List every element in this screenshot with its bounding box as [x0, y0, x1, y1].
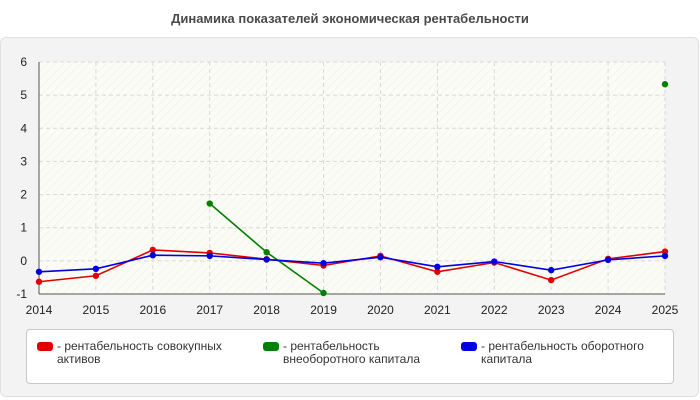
- chart-title: Динамика показателей экономическая рента…: [171, 11, 529, 26]
- legend-label-line2: активов: [57, 352, 101, 366]
- y-tick-label: 3: [20, 154, 27, 168]
- x-tick-label: 2023: [538, 303, 565, 317]
- x-tick-label: 2015: [83, 303, 110, 317]
- legend-swatch-green: [263, 342, 279, 351]
- legend-swatch-red: [37, 342, 53, 351]
- x-tick-label: 2021: [424, 303, 451, 317]
- y-tick-label: 1: [20, 221, 27, 235]
- data-point-series-2: [661, 81, 669, 88]
- legend-label-line1: - рентабельность совокупных: [57, 339, 222, 353]
- legend-item-total-assets: - рентабельность совокупных активов: [37, 340, 242, 366]
- x-tick-label: 2014: [26, 303, 53, 317]
- data-point-series-3: [320, 259, 327, 267]
- y-tick-label: 4: [20, 121, 27, 135]
- data-point-series-1: [434, 268, 441, 275]
- x-tick-label: 2022: [481, 303, 508, 317]
- data-point-series-3: [604, 256, 612, 264]
- x-tick-label: 2017: [196, 303, 223, 317]
- data-point-series-3: [434, 263, 441, 271]
- series-line-3: [38, 254, 666, 273]
- legend-label-line1: - рентабельность оборотного: [481, 339, 644, 353]
- y-tick-label: 2: [20, 188, 27, 202]
- y-tick-label: -1: [16, 287, 27, 301]
- x-tick-label: 2025: [652, 303, 679, 317]
- data-point-series-1: [35, 278, 43, 285]
- data-point-series-1: [547, 276, 555, 284]
- y-tick-label: 5: [20, 88, 27, 102]
- legend-label-line1: - рентабельность: [283, 339, 380, 353]
- data-point-series-3: [149, 252, 157, 259]
- data-point-series-3: [547, 266, 555, 274]
- data-point-series-2: [263, 249, 270, 256]
- plot-area: [39, 62, 665, 294]
- x-tick-label: 2018: [253, 303, 280, 317]
- data-point-series-2: [320, 289, 327, 297]
- legend-label-line2: капитала: [481, 352, 533, 366]
- x-tick-label: 2020: [367, 303, 394, 317]
- data-point-series-3: [35, 268, 43, 275]
- y-tick-label: 6: [20, 55, 27, 69]
- x-tick-label: 2016: [139, 303, 166, 317]
- legend-swatch-blue: [461, 342, 477, 351]
- legend-label-line2: внеоборотного капитала: [283, 352, 420, 366]
- data-point-series-3: [661, 252, 669, 260]
- data-point-series-1: [149, 246, 157, 254]
- data-point-series-2: [206, 200, 213, 207]
- x-tick-label: 2019: [310, 303, 337, 317]
- x-tick-label: 2024: [595, 303, 622, 317]
- data-point-series-1: [92, 272, 100, 279]
- data-point-series-3: [491, 258, 498, 265]
- data-point-series-3: [263, 256, 270, 263]
- legend-item-noncurrent-capital: - рентабельность внеоборотного капитала: [263, 340, 453, 366]
- data-point-series-3: [377, 254, 384, 261]
- data-point-series-3: [92, 265, 100, 273]
- legend-item-working-capital: - рентабельность оборотного капитала: [461, 340, 671, 366]
- chart-legend: - рентабельность совокупных активов - ре…: [26, 329, 674, 384]
- data-point-series-3: [206, 252, 213, 260]
- y-tick-label: 0: [20, 254, 27, 268]
